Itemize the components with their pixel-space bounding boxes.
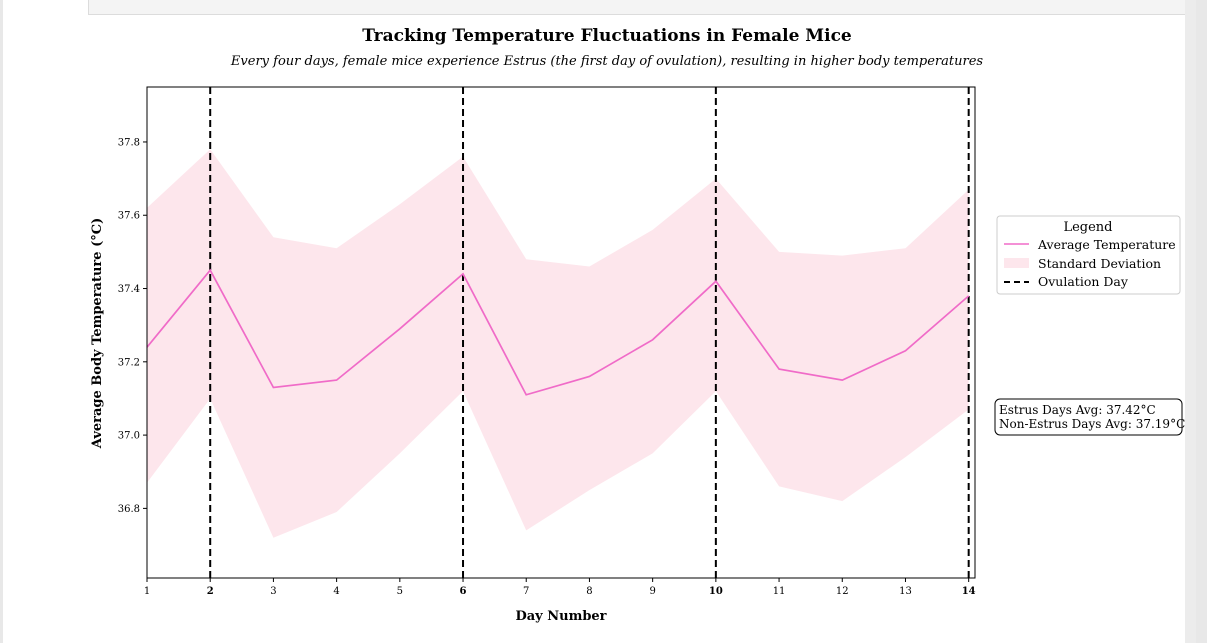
x-tick-label: 7 <box>523 586 529 597</box>
x-tick-label: 11 <box>773 586 786 597</box>
x-tick-label: 2 <box>207 586 214 597</box>
x-tick-label: 4 <box>333 586 339 597</box>
y-tick-label: 37.4 <box>118 284 140 295</box>
y-tick-label: 37.0 <box>118 431 140 442</box>
x-tick-label: 13 <box>899 586 912 597</box>
plot-area: 36.837.037.237.437.637.81 2 3 4 5 6 7 8 9 10 11 12 1… <box>118 86 976 597</box>
y-tick-label: 37.6 <box>118 211 140 222</box>
x-tick-label: 14 <box>962 586 976 597</box>
legend-frame <box>996 215 1181 295</box>
x-tick-label: 6 <box>460 586 467 597</box>
x-tick-label: 10 <box>709 586 723 597</box>
y-tick-label: 37.2 <box>118 357 140 368</box>
chart-title: Tracking Temperature Fluctuations in Fem… <box>362 26 852 46</box>
estrus-avg-text: Estrus Days Avg: 37.42°C <box>999 403 1156 417</box>
non-estrus-avg-text: Non-Estrus Days Avg: 37.19°C <box>999 417 1185 431</box>
x-axis-label: Day Number <box>515 609 606 624</box>
legend-label-standard-deviation: Standard Deviation <box>1038 256 1161 271</box>
x-tick-label: 3 <box>270 586 276 597</box>
y-tick-label: 36.8 <box>118 504 140 515</box>
average-temperature-line <box>146 268 970 396</box>
legend-label-ovulation-day: Ovulation Day <box>1038 274 1129 289</box>
legend-title: Legend <box>1063 220 1112 235</box>
stats-box <box>994 398 1183 436</box>
x-tick-label: 8 <box>586 586 592 597</box>
legend-label-average-temperature: Average Temperature <box>1037 237 1176 252</box>
y-tick-label: 37.8 <box>118 137 140 148</box>
scrollbar[interactable] <box>1185 0 1196 643</box>
plot-frame <box>146 86 976 579</box>
x-tick-label: 12 <box>836 586 849 597</box>
std-dev-band <box>147 149 969 538</box>
y-axis-label: Average Body Temperature (°C) <box>90 218 105 449</box>
chart-subtitle: Every four days, female mice experience … <box>230 54 983 69</box>
stats-annotation: Estrus Days Avg: 37.42°C Non-Estrus Days… <box>994 398 1185 436</box>
x-tick-label: 1 <box>144 586 150 597</box>
legend-swatch-standard-deviation <box>1004 258 1029 268</box>
x-tick-label: 9 <box>649 586 655 597</box>
x-tick-label: 5 <box>397 586 403 597</box>
legend: Legend Average Temperature Standard Devi… <box>996 215 1181 295</box>
